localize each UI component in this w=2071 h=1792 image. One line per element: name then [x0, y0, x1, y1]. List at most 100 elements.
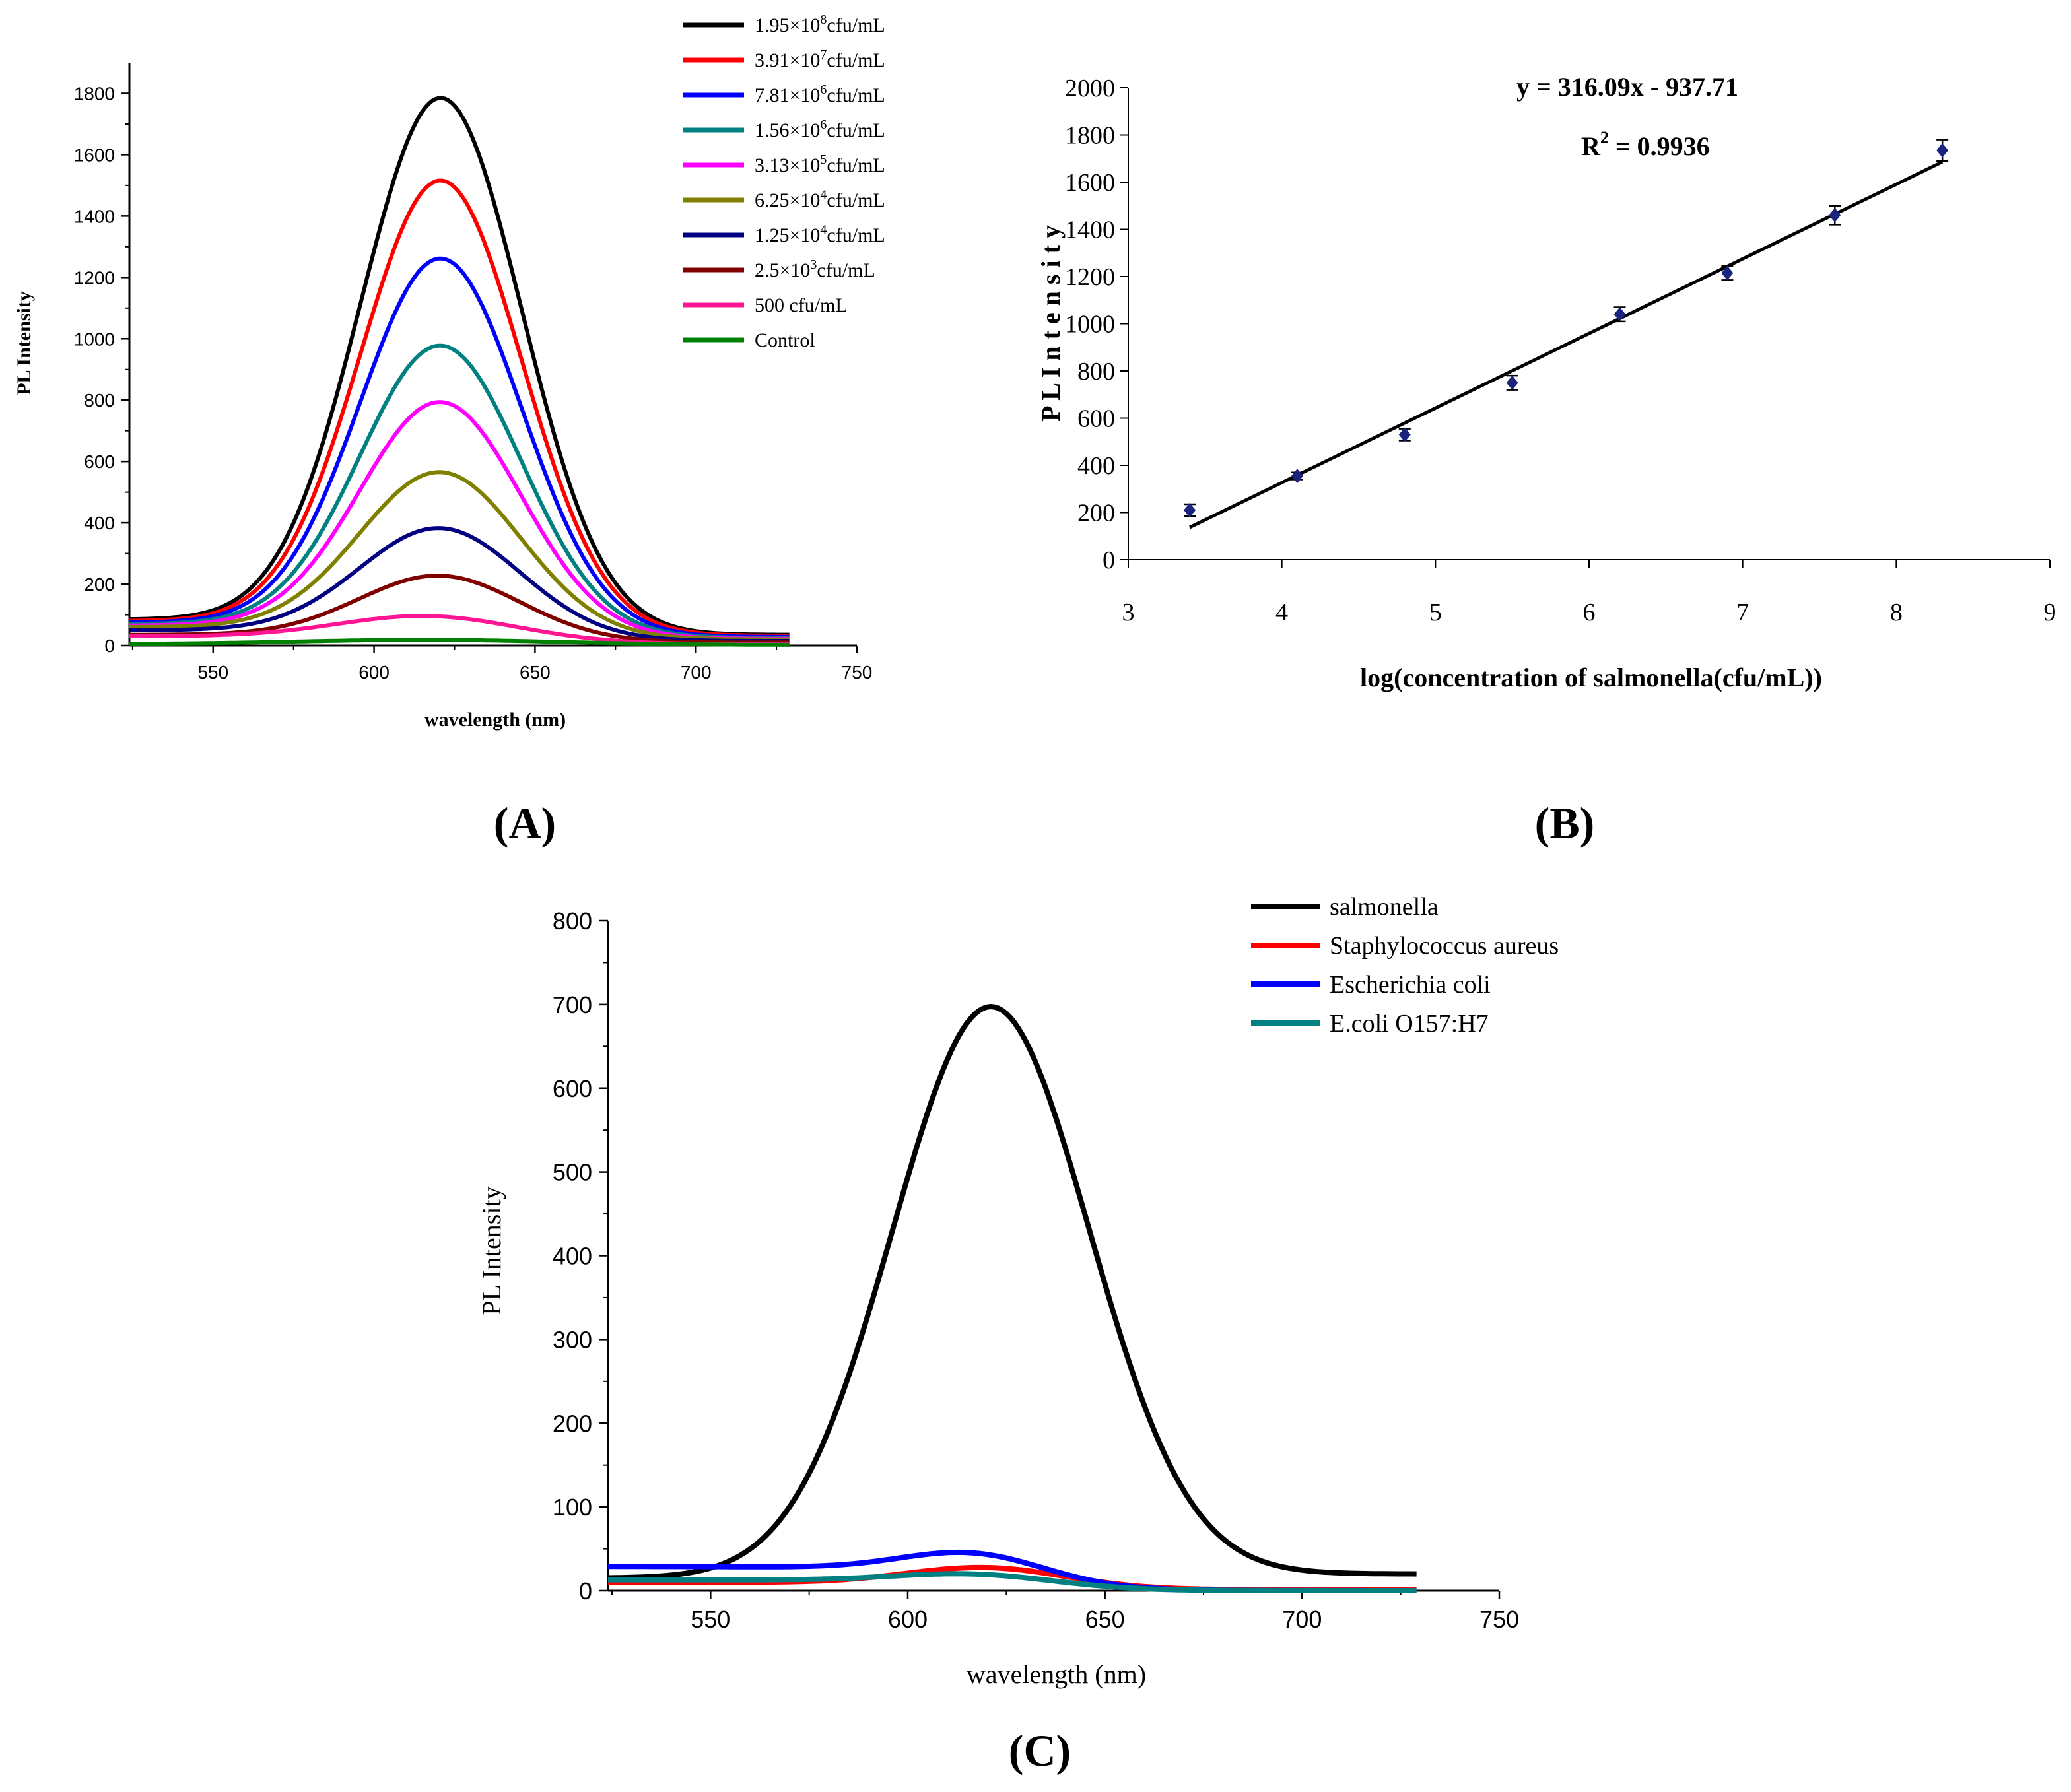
panel-b-ytick-label: 1600: [1065, 169, 1115, 197]
panel-b-xtick-label: 4: [1275, 599, 1288, 626]
panel-c-ytick-label: 600: [553, 1075, 592, 1102]
panel-b-fit: [1188, 160, 1944, 529]
panel-c-ylabel: PL Intensity: [477, 1186, 506, 1315]
panel-a-ytick-label: 600: [84, 451, 115, 472]
panel-c-xtick-label: 550: [691, 1606, 730, 1633]
panel-c-series-line: [607, 1004, 1417, 1581]
panel-a-ytick-label: 1400: [74, 206, 115, 226]
panel-b-label: (B): [1535, 798, 1595, 848]
panel-c: 0 100 200 300 400 500 600 700 800 550 600 650 700 750…: [477, 893, 1559, 1775]
panel-a-ytick-label: 400: [84, 513, 115, 533]
panel-b: 0 200 400 600 800 1000 1200 1400 1600 1800 2000 3 4 5…: [1036, 72, 2056, 848]
panel-c-legend-label: E.coli O157:H7: [1330, 1010, 1489, 1038]
panel-b-ytick-label: 2000: [1065, 75, 1115, 102]
panel-b-r2-value: = 0.9936: [1609, 131, 1710, 161]
panel-b-xlabel: log(concentration of salmonella(cfu/mL)): [1360, 663, 1822, 692]
panel-a-legend-label: 1.95×108cfu/mL: [755, 13, 885, 36]
panel-a-legend-label: 6.25×104cfu/mL: [755, 187, 885, 211]
panel-a-xlabel: wavelength (nm): [424, 709, 566, 731]
panel-a-ytick-label: 1600: [74, 145, 115, 165]
panel-a-series-line: [129, 178, 790, 638]
panel-a-xtick-label: 550: [197, 662, 228, 682]
panel-a-legend-label: 7.81×106cfu/mL: [755, 83, 885, 106]
panel-b-point: [1291, 469, 1303, 484]
panel-a-legend-label: 3.13×105cfu/mL: [755, 152, 885, 176]
panel-c-ytick-label: 300: [553, 1326, 592, 1353]
panel-a-series-line: [129, 526, 790, 643]
panel-a-xtick-label: 750: [842, 662, 873, 682]
panel-b-axes: 0 200 400 600 800 1000 1200 1400 1600 1800 2000 3 4 5…: [1065, 75, 2056, 626]
panel-b-r2-prefix: R: [1581, 131, 1601, 161]
panel-a-ytick-label: 1000: [74, 329, 115, 349]
panel-a-xtick-label: 700: [681, 662, 712, 682]
panel-b-point: [1613, 307, 1626, 322]
panel-b-ytick-label: 200: [1077, 500, 1115, 527]
panel-b-equation: y = 316.09x - 937.71: [1516, 72, 1738, 102]
panel-c-ytick-label: 700: [553, 991, 592, 1018]
panel-c-legend-label: Escherichia coli: [1330, 971, 1491, 999]
panel-b-point: [1184, 502, 1196, 517]
panel-b-xtick-label: 5: [1429, 599, 1442, 626]
panel-a-ylabel: PL Intensity: [13, 291, 35, 395]
panel-b-ytick-label: 0: [1103, 547, 1115, 574]
panel-a-label: (A): [494, 798, 556, 848]
panel-a-legend-label: Control: [755, 329, 815, 351]
panel-b-ytick-label: 1800: [1065, 122, 1115, 150]
panel-c-series-line: [608, 1571, 1417, 1593]
panel-b-point: [1398, 427, 1411, 442]
panel-a: 0 200 400 600 800 1000 1200 1400 1600 1800 550 600 6…: [13, 13, 885, 848]
panel-b-ytick-label: 1000: [1065, 311, 1115, 339]
panel-b-ytick-label: 600: [1077, 405, 1115, 433]
panel-a-legend-label: 2.5×103cfu/mL: [755, 257, 875, 281]
panel-a-ytick-label: 1800: [74, 83, 115, 104]
panel-c-series: [607, 1004, 1417, 1593]
panel-a-series-line: [129, 638, 790, 647]
panel-b-ytick-label: 800: [1077, 358, 1115, 385]
panel-b-ytick-label: 400: [1077, 452, 1115, 480]
panel-b-fit-line: [1188, 160, 1944, 529]
panel-a-xtick-label: 650: [520, 662, 551, 682]
panel-c-xtick-label: 650: [1085, 1606, 1125, 1633]
panel-c-xtick-label: 700: [1282, 1606, 1322, 1633]
panel-c-ytick-label: 0: [579, 1577, 592, 1605]
panel-c-legend-label: salmonella: [1330, 893, 1439, 921]
panel-c-legend-label: Staphylococcus aureus: [1330, 932, 1559, 960]
panel-b-point: [1829, 208, 1841, 223]
panel-c-legend: salmonella Staphylococcus aureus Escherich…: [1251, 893, 1559, 1038]
panel-a-xtick-label: 600: [358, 662, 390, 682]
panel-b-r2-sup: 2: [1600, 128, 1609, 147]
panel-b-xtick-label: 3: [1122, 599, 1135, 626]
panel-b-xtick-label: 7: [1736, 599, 1749, 626]
panel-b-xtick-label: 9: [2044, 599, 2056, 626]
panel-c-xtick-label: 750: [1479, 1606, 1519, 1633]
panel-a-series-line: [129, 470, 790, 642]
panel-b-point: [1936, 143, 1949, 158]
panel-a-legend-label: 1.56×106cfu/mL: [755, 117, 885, 141]
panel-a-legend-label: 500 cfu/mL: [755, 294, 848, 316]
panel-c-xtick-label: 600: [888, 1606, 928, 1633]
panel-c-ytick-label: 100: [553, 1494, 592, 1521]
panel-c-ytick-label: 800: [553, 908, 592, 935]
panel-b-ylabel: P L I n t e n s i t y: [1036, 225, 1066, 422]
panel-a-series-line: [129, 256, 790, 639]
panel-b-xtick-label: 8: [1890, 599, 1903, 626]
panel-c-ytick-label: 500: [553, 1159, 592, 1186]
panel-a-series: [129, 96, 790, 647]
panel-b-points: [1184, 139, 1949, 517]
panel-b-ytick-label: 1200: [1065, 263, 1115, 291]
panel-a-ytick-label: 800: [84, 390, 115, 411]
panel-c-label: (C): [1009, 1725, 1071, 1775]
panel-b-ytick-label: 1400: [1065, 216, 1115, 244]
panel-a-legend-label: 3.91×107cfu/mL: [755, 48, 885, 71]
panel-b-xtick-label: 6: [1583, 599, 1596, 626]
panel-a-legend-label: 1.25×104cfu/mL: [755, 222, 885, 246]
panel-a-legend: 1.95×108cfu/mL 3.91×107cfu/mL 7.81×106cfu/…: [683, 13, 885, 351]
panel-c-ytick-label: 200: [553, 1410, 592, 1437]
panel-a-ytick-label: 0: [104, 636, 115, 656]
panel-b-point: [1506, 375, 1518, 390]
panel-b-r2: R2 = 0.9936: [1581, 128, 1710, 161]
panel-c-axes: 0 100 200 300 400 500 600 700 800 550 600 650 700 750: [553, 908, 1519, 1633]
panel-b-point: [1721, 265, 1734, 281]
